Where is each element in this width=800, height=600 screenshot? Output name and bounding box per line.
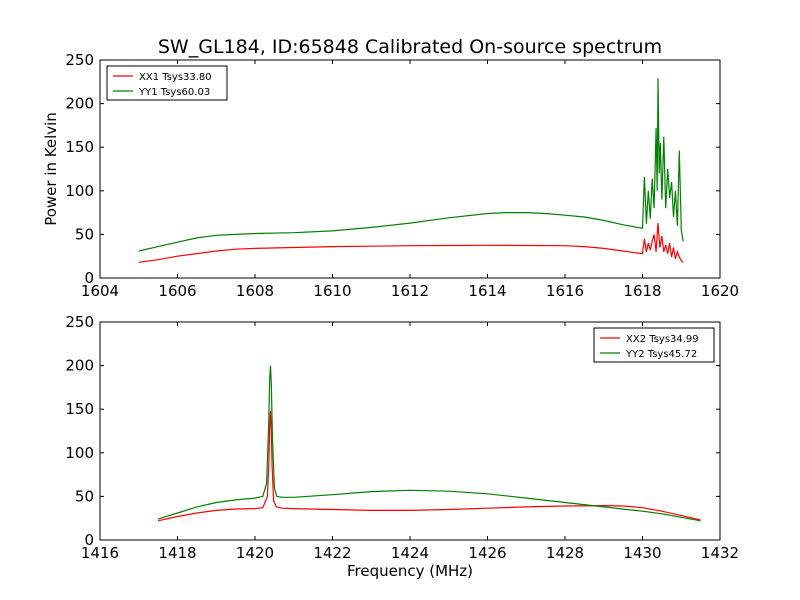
x-axis-label: Frequency (MHz) (347, 562, 473, 580)
x-tick-label-0-3: 1610 (313, 282, 351, 300)
y-tick-label-0-0: 0 (84, 269, 94, 287)
x-tick-label-1-7: 1430 (623, 544, 661, 562)
y-tick-label-0-2: 100 (65, 182, 94, 200)
x-tick-label-0-5: 1614 (468, 282, 506, 300)
y-axis-label: Power in Kelvin (42, 112, 60, 226)
legend-box-1 (593, 327, 715, 363)
series-line-0-0 (138, 223, 684, 263)
chart-title: SW_GL184, ID:65848 Calibrated On-source … (158, 36, 662, 58)
y-tick-label-0-5: 250 (65, 51, 94, 69)
y-tick-label-1-0: 0 (84, 531, 94, 549)
series-line-0-1 (138, 78, 684, 252)
legend-label-0-1: YY1 Tsys60.03 (138, 87, 210, 98)
x-tick-label-0-1: 1606 (158, 282, 196, 300)
y-tick-label-1-4: 200 (65, 357, 94, 375)
x-tick-label-1-1: 1418 (158, 544, 196, 562)
legend-1: XX2 Tsys34.99 YY2 Tsys45.72 (593, 327, 715, 363)
y-tick-label-1-2: 100 (65, 444, 94, 462)
y-tick-label-1-5: 250 (65, 313, 94, 331)
x-tick-label-1-2: 1420 (236, 544, 274, 562)
top-panel: 1604 1606 1608 1610 1612 1614 1616 1618 1620 0 50 1… (65, 51, 739, 300)
y-tick-label-1-1: 50 (75, 487, 94, 505)
bottom-panel: 1416 1418 1420 1422 1424 1426 1428 1430 1432 0 50 1… (65, 313, 739, 562)
legend-label-1-0: XX2 Tsys34.99 (626, 334, 699, 345)
x-tick-label-1-6: 1428 (546, 544, 584, 562)
y-tick-label-1-3: 150 (65, 400, 94, 418)
legend-label-0-0: XX1 Tsys33.80 (139, 72, 212, 83)
y-tick-label-0-3: 150 (65, 138, 94, 156)
series-line-1-1 (157, 365, 701, 522)
x-tick-label-1-0: 1416 (81, 544, 119, 562)
y-tick-label-0-4: 200 (65, 95, 94, 113)
legend-0: XX1 Tsys33.80 YY1 Tsys60.03 (106, 65, 228, 101)
y-tick-label-0-1: 50 (75, 225, 94, 243)
legend-label-1-1: YY2 Tsys45.72 (625, 349, 697, 360)
x-tick-label-0-4: 1612 (391, 282, 429, 300)
legend-box-0 (106, 65, 228, 101)
x-tick-label-1-5: 1426 (468, 544, 506, 562)
x-tick-label-0-6: 1616 (546, 282, 584, 300)
x-tick-label-0-0: 1604 (81, 282, 119, 300)
x-tick-label-0-2: 1608 (236, 282, 274, 300)
series-line-1-0 (157, 410, 701, 522)
x-tick-label-1-3: 1422 (313, 544, 351, 562)
x-tick-label-1-8: 1432 (701, 544, 739, 562)
x-tick-label-0-8: 1620 (701, 282, 739, 300)
x-tick-label-0-7: 1618 (623, 282, 661, 300)
x-tick-label-1-4: 1424 (391, 544, 429, 562)
